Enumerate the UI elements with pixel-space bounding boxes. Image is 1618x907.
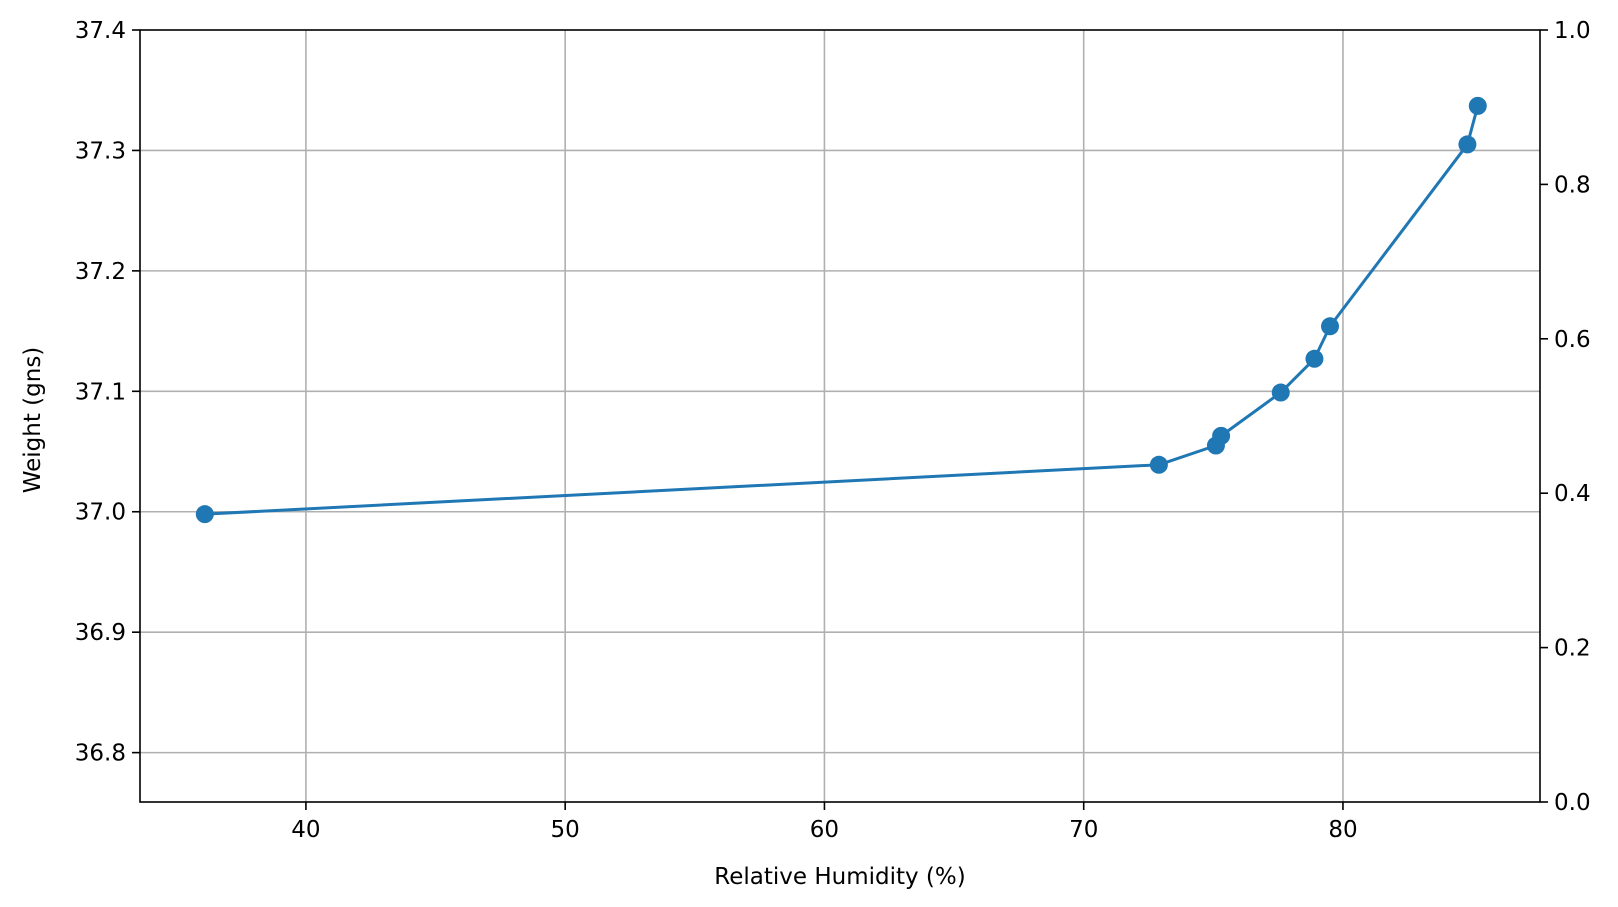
x-tick-label: 50 xyxy=(551,817,580,843)
data-point xyxy=(1149,455,1168,474)
x-tick-label: 70 xyxy=(1069,817,1098,843)
x-tick-label: 80 xyxy=(1328,817,1357,843)
y2-tick-label: 0.0 xyxy=(1554,790,1591,816)
y-tick-label: 36.8 xyxy=(75,741,126,767)
data-point xyxy=(1212,426,1231,445)
plot-border xyxy=(139,29,1541,803)
ticks: 40 50 60 70 80 36.8 36.9 37.0 37.1 37.2 37.3 37.4 0.… xyxy=(75,18,1591,843)
data-point xyxy=(1468,96,1487,115)
y2-tick-label: 1.0 xyxy=(1554,18,1591,44)
y-tick-label: 37.0 xyxy=(75,500,126,526)
data-point xyxy=(195,505,214,524)
data-point xyxy=(1305,349,1324,368)
grid xyxy=(140,30,1540,802)
series-layer xyxy=(195,96,1487,524)
x-axis-label: Relative Humidity (%) xyxy=(714,864,965,890)
data-point xyxy=(1271,383,1290,402)
data-point xyxy=(1321,317,1339,336)
y2-tick-label: 0.4 xyxy=(1554,481,1591,507)
y-tick-label: 37.1 xyxy=(75,379,126,405)
y-axis-label: Weight (gns) xyxy=(20,347,46,494)
y-tick-label: 37.2 xyxy=(75,259,126,285)
y2-tick-label: 0.2 xyxy=(1554,636,1591,662)
x-tick-label: 40 xyxy=(291,817,320,843)
data-point xyxy=(1458,135,1477,154)
plot-frame xyxy=(139,29,1541,803)
y-tick-label: 36.9 xyxy=(75,620,126,646)
y2-tick-label: 0.8 xyxy=(1554,172,1591,198)
y-tick-label: 37.4 xyxy=(75,18,126,44)
x-tick-label: 60 xyxy=(810,817,839,843)
y2-tick-label: 0.6 xyxy=(1554,327,1591,353)
y-tick-label: 37.3 xyxy=(75,138,126,164)
